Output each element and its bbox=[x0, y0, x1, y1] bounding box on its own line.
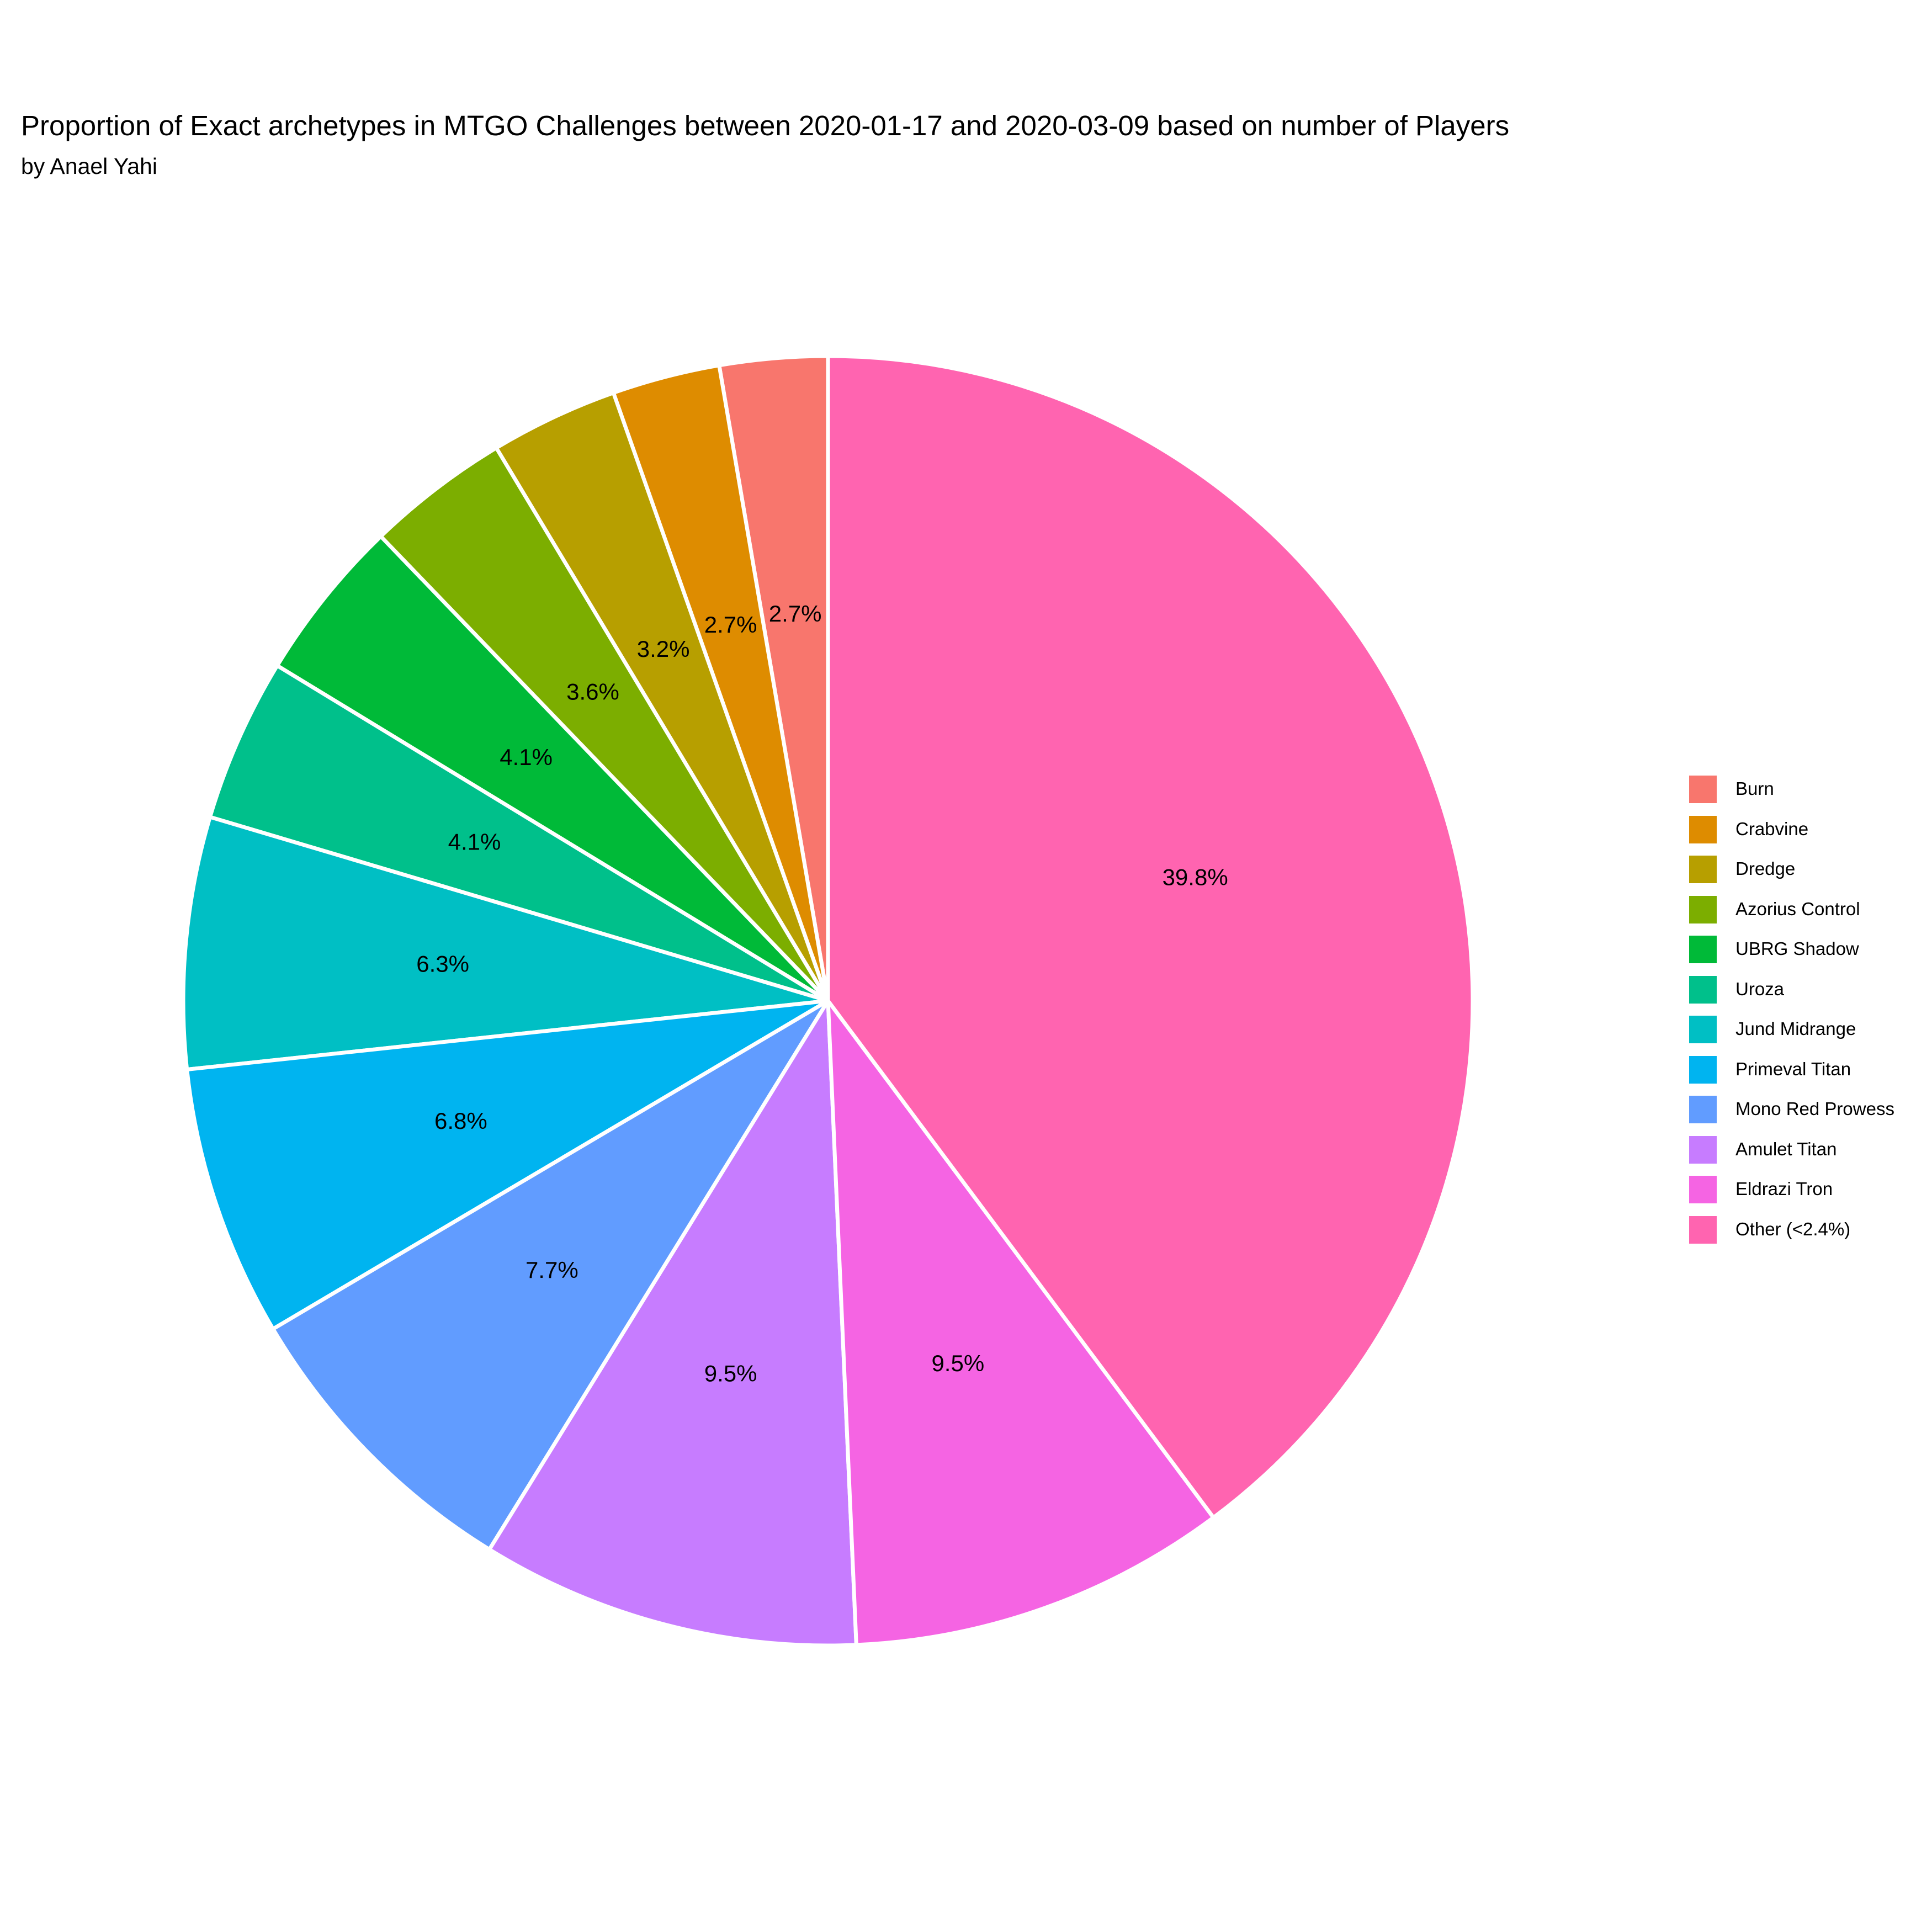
legend-swatch bbox=[1689, 1176, 1717, 1203]
legend-swatch bbox=[1689, 1216, 1717, 1244]
legend-label: Eldrazi Tron bbox=[1735, 1179, 1833, 1199]
legend-label: Crabvine bbox=[1735, 819, 1808, 840]
slice-label: 2.7% bbox=[769, 601, 822, 627]
legend-label: Jund Midrange bbox=[1735, 1018, 1856, 1039]
legend-swatch bbox=[1689, 856, 1717, 883]
legend-swatch bbox=[1689, 936, 1717, 963]
slice-label: 9.5% bbox=[931, 1350, 984, 1376]
legend-label: UBRG Shadow bbox=[1735, 938, 1859, 959]
legend-swatch bbox=[1689, 896, 1717, 923]
legend-label: Other (<2.4%) bbox=[1735, 1219, 1850, 1240]
legend-label: Uroza bbox=[1735, 979, 1784, 1000]
legend-swatch bbox=[1689, 976, 1717, 1004]
pie-slices bbox=[183, 356, 1473, 1646]
slice-label: 7.7% bbox=[526, 1257, 578, 1283]
legend-swatch bbox=[1689, 1096, 1717, 1123]
slice-label: 3.2% bbox=[637, 636, 690, 662]
slice-label: 6.8% bbox=[434, 1108, 487, 1134]
legend-swatch bbox=[1689, 1136, 1717, 1164]
legend-label: Burn bbox=[1735, 778, 1774, 799]
legend-swatch bbox=[1689, 816, 1717, 843]
slice-label: 4.1% bbox=[448, 829, 501, 855]
slice-label: 9.5% bbox=[704, 1360, 757, 1386]
slice-label: 39.8% bbox=[1163, 864, 1228, 890]
legend-label: Primeval Titan bbox=[1735, 1059, 1851, 1080]
legend-label: Mono Red Prowess bbox=[1735, 1098, 1894, 1119]
slice-label: 2.7% bbox=[704, 612, 757, 638]
legend-label: Amulet Titan bbox=[1735, 1139, 1837, 1160]
slice-label: 4.1% bbox=[500, 744, 553, 770]
legend-label: Azorius Control bbox=[1735, 899, 1860, 920]
slice-label: 3.6% bbox=[566, 679, 619, 705]
legend-swatch bbox=[1689, 1056, 1717, 1084]
legend-swatch bbox=[1689, 776, 1717, 803]
legend-swatch bbox=[1689, 1016, 1717, 1043]
legend-label: Dredge bbox=[1735, 858, 1795, 879]
slice-label: 6.3% bbox=[416, 951, 469, 976]
